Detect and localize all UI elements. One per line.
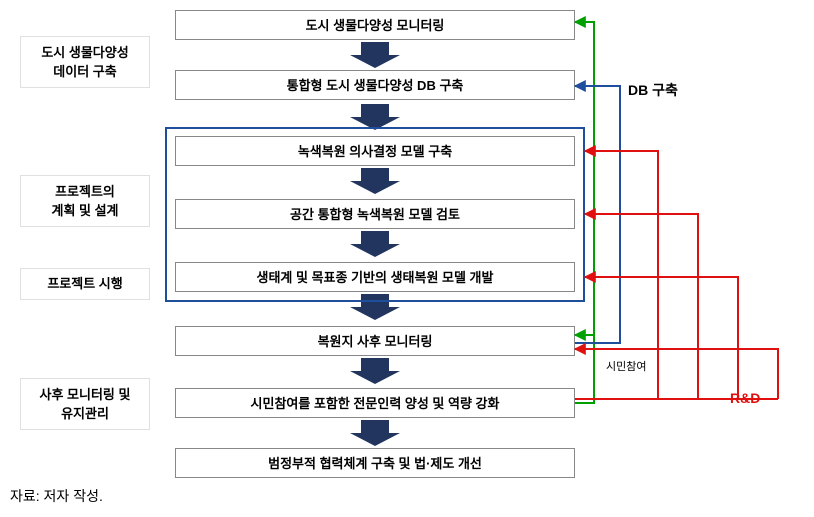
- flow-box-b6: 복원지 사후 모니터링: [175, 326, 575, 356]
- connector-blue-b6-b2: [575, 86, 620, 343]
- source-note: 자료: 저자 작성.: [10, 486, 103, 506]
- flow-box-b1: 도시 생물다양성 모니터링: [175, 10, 575, 40]
- flow-box-b4: 공간 통합형 녹색복원 모델 검토: [175, 199, 575, 229]
- connector-red-to-b5: [585, 277, 738, 399]
- right-label-rd: R&D: [730, 390, 760, 406]
- flow-box-b8: 범정부적 협력체계 구축 및 법·제도 개선: [175, 448, 575, 478]
- down-arrow-b4: [350, 231, 400, 257]
- down-arrow-b1: [350, 42, 400, 68]
- left-label-post-maint: 사후 모니터링 및유지관리: [20, 378, 150, 430]
- connector-green-b7-b1: [575, 22, 594, 403]
- flow-box-b3: 녹색복원 의사결정 모델 구축: [175, 136, 575, 166]
- flow-box-b5: 생태계 및 목표종 기반의 생태복원 모델 개발: [175, 262, 575, 292]
- flow-box-b7: 시민참여를 포함한 전문인력 양성 및 역량 강화: [175, 388, 575, 418]
- right-label-citizen: 시민참여: [606, 358, 646, 374]
- down-arrow-b7: [350, 420, 400, 446]
- left-label-data-build: 도시 생물다양성데이터 구축: [20, 36, 150, 88]
- down-arrow-b2: [350, 104, 400, 130]
- left-label-exec: 프로젝트 시행: [20, 268, 150, 300]
- down-arrow-b6: [350, 358, 400, 384]
- down-arrow-b3: [350, 168, 400, 194]
- left-label-plan-design: 프로젝트의계획 및 설계: [20, 175, 150, 227]
- down-arrow-b5: [350, 294, 400, 320]
- flow-box-b2: 통합형 도시 생물다양성 DB 구축: [175, 70, 575, 100]
- right-label-db: DB 구축: [628, 80, 678, 100]
